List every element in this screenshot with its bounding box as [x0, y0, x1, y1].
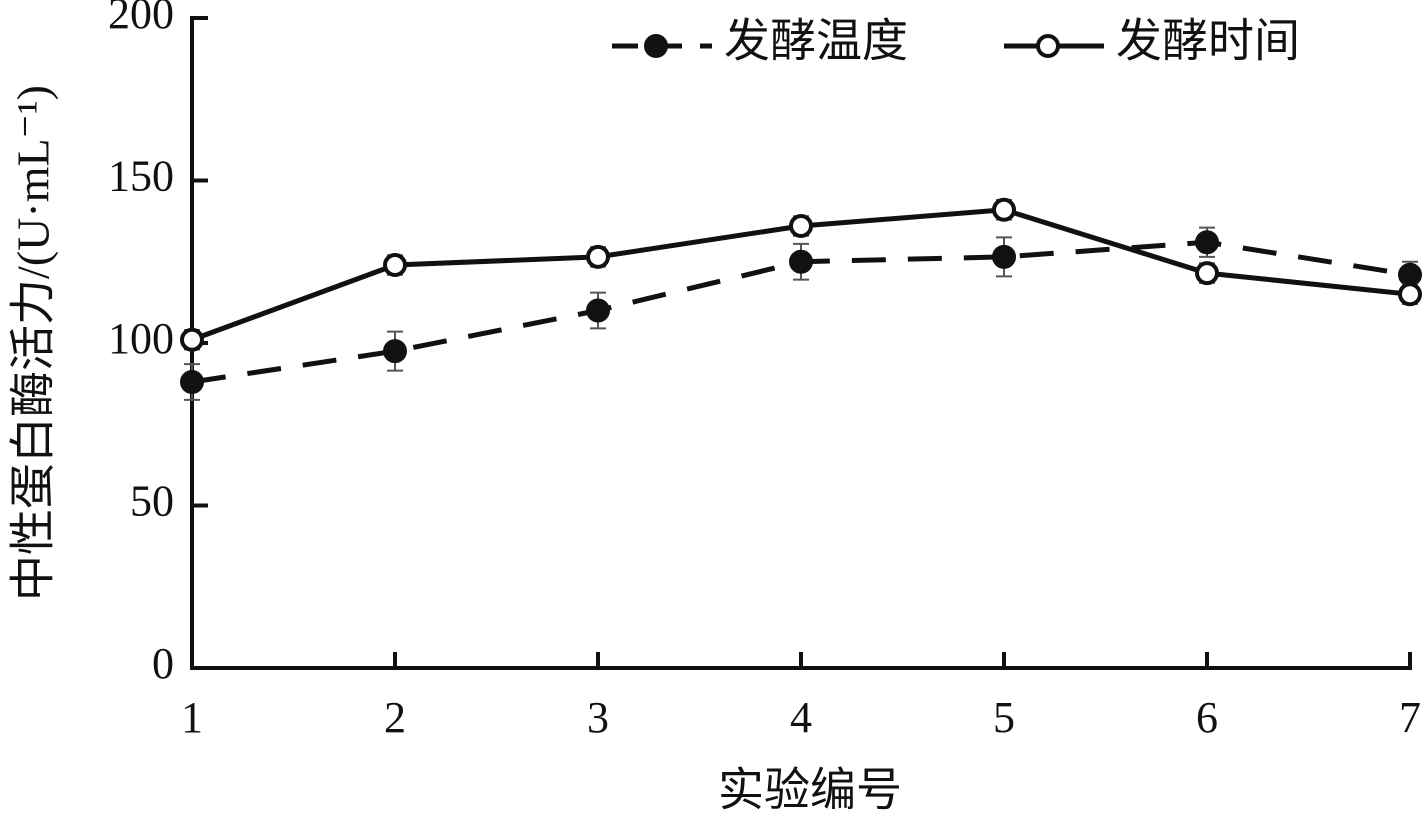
marker [992, 197, 1016, 222]
y-tick-label: 50 [130, 477, 174, 526]
marker [1398, 262, 1422, 287]
marker [180, 370, 204, 394]
x-tick-label: 2 [384, 693, 406, 742]
x-tick-label: 3 [587, 693, 609, 742]
x-tick-label: 6 [1196, 693, 1218, 742]
y-tick-label: 150 [108, 152, 174, 201]
y-axis-title: 中性蛋白酶活力/(U·mL⁻¹) [8, 85, 59, 601]
x-tick-label: 5 [993, 693, 1015, 742]
marker [383, 339, 407, 364]
legend: 发酵温度 发酵时间 [612, 16, 1300, 67]
y-tick-label: 0 [152, 639, 174, 688]
y-tick-label: 200 [108, 0, 174, 38]
legend-label: 发酵时间 [1116, 16, 1300, 67]
x-axis-title: 实验编号 [718, 765, 902, 816]
marker [586, 244, 610, 269]
x-tick-label: 1 [181, 693, 203, 742]
legend-marker [644, 34, 668, 58]
marker [1398, 282, 1422, 307]
x-tick-label: 7 [1399, 693, 1421, 742]
marker [789, 214, 813, 238]
y-tick-label: 100 [108, 314, 174, 363]
marker [180, 327, 204, 352]
marker [1195, 261, 1219, 286]
legend-marker [1036, 34, 1060, 58]
legend-label: 发酵温度 [724, 16, 908, 67]
marker [1195, 230, 1219, 255]
marker [383, 253, 407, 277]
marker [789, 249, 813, 274]
x-tick-label: 4 [790, 693, 812, 742]
marker [992, 244, 1016, 269]
marker [586, 298, 610, 323]
